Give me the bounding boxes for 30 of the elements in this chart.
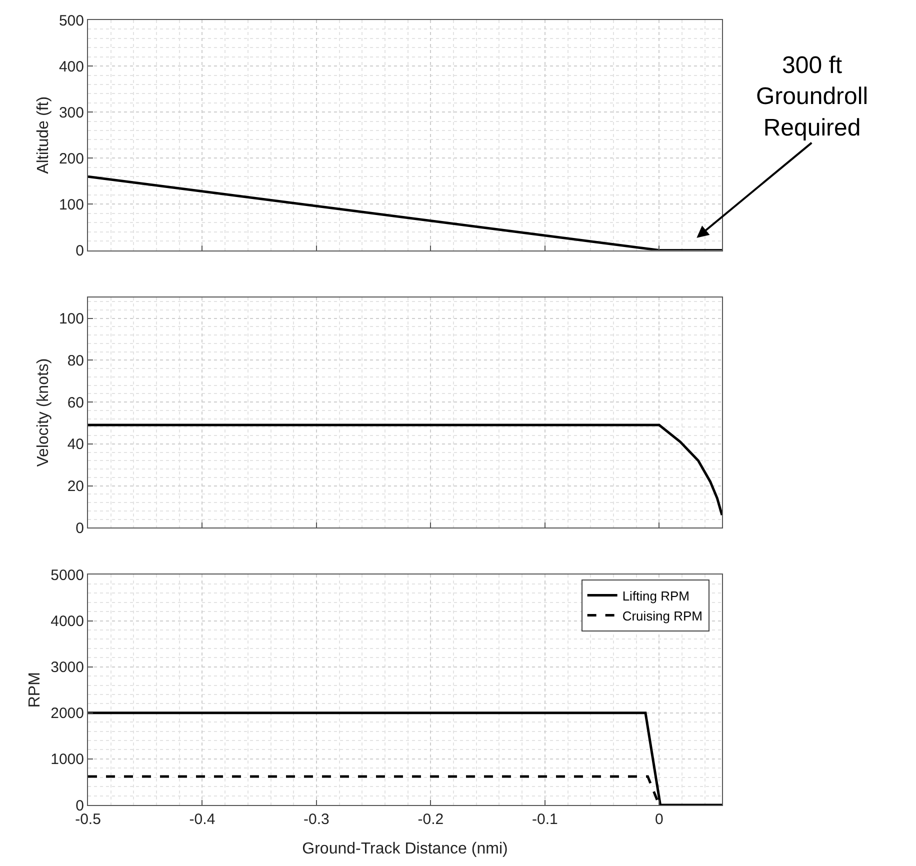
line-series <box>88 424 722 516</box>
text: 300 ft Groundroll Required <box>756 52 868 142</box>
y-tick-label: 80 <box>67 352 84 370</box>
y-tick-label: 300 <box>58 104 84 122</box>
legend-label: Cruising RPM <box>622 608 703 624</box>
y-tick-label: 100 <box>58 196 84 214</box>
y-axis-title: Velocity (knots) <box>34 358 52 467</box>
y-tick-label: 0 <box>76 520 84 537</box>
y-tick-label: 200 <box>58 150 84 168</box>
y-axis-title: Altitude (ft) <box>34 96 52 174</box>
y-tick-label: 5000 <box>50 566 84 584</box>
y-tick-label: 0 <box>76 242 84 260</box>
y-tick-label: 20 <box>67 478 84 496</box>
y-tick-label: 500 <box>58 12 84 30</box>
y-tick-label: 4000 <box>50 613 84 630</box>
y-tick-label: 3000 <box>50 659 84 676</box>
x-tick-label: -0.4 <box>189 811 216 828</box>
y-tick-label: 60 <box>67 394 84 412</box>
y-tick-label: 100 <box>58 310 84 328</box>
y-tick-label: 40 <box>67 436 84 454</box>
y-tick-label: 1000 <box>50 751 84 768</box>
y-tick-label: 2000 <box>50 705 84 722</box>
x-tick-label: 0 <box>655 811 664 828</box>
x-tick-label: -0.2 <box>418 811 444 828</box>
legend-label: Lifting RPM <box>622 588 690 604</box>
y-axis-title: RPM <box>26 672 44 708</box>
y-tick-label: 400 <box>58 58 84 76</box>
x-axis-title: Ground-Track Distance (nmi) <box>302 840 508 858</box>
x-tick-label: -0.3 <box>304 811 330 828</box>
x-tick-label: -0.1 <box>532 811 558 828</box>
